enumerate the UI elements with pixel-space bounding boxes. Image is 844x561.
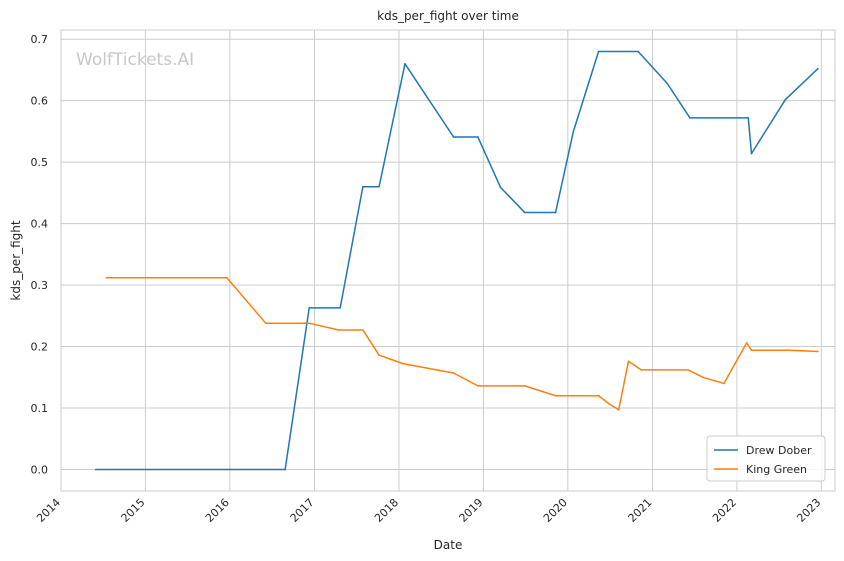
data-point — [687, 369, 690, 371]
data-point — [226, 276, 228, 279]
data-point — [572, 130, 575, 133]
x-tick-label: 2021 — [626, 496, 655, 525]
y-tick-label: 0.3 — [31, 279, 49, 292]
series-lines — [94, 50, 819, 471]
x-axis: 2014 2015 2016 2017 2018 2019 2020 2021 2022 2023 — [34, 496, 823, 525]
data-point — [747, 117, 750, 119]
data-point — [702, 376, 704, 379]
y-tick-label: 0.0 — [31, 463, 49, 476]
data-point — [627, 360, 630, 363]
legend-label: Drew Dober — [746, 444, 812, 457]
data-point — [689, 117, 691, 119]
y-tick-label: 0.5 — [31, 156, 49, 169]
x-tick-label: 2022 — [710, 496, 739, 525]
data-point — [554, 394, 557, 397]
series-king-green — [105, 276, 819, 411]
x-tick-label: 2014 — [34, 496, 63, 525]
legend-label: King Green — [746, 463, 807, 476]
data-point — [402, 362, 405, 365]
data-point — [784, 98, 787, 101]
data-point — [745, 342, 748, 344]
y-tick-label: 0.2 — [31, 341, 49, 354]
data-point — [264, 322, 267, 325]
data-point — [637, 50, 639, 53]
x-tick-label: 2019 — [457, 496, 486, 525]
data-point — [597, 394, 600, 397]
data-point — [378, 354, 380, 356]
data-point — [499, 186, 502, 189]
data-point — [362, 329, 364, 331]
x-tick-label: 2023 — [794, 496, 823, 525]
watermark: WolfTickets.AI — [76, 50, 194, 70]
x-tick-label: 2016 — [203, 496, 232, 525]
y-tick-label: 0.6 — [31, 95, 49, 108]
data-point — [597, 50, 600, 53]
chart-title: kds_per_fight over time — [377, 9, 519, 23]
data-point — [750, 349, 753, 352]
data-point — [477, 136, 479, 138]
y-tick-label: 0.4 — [31, 218, 49, 231]
data-point — [554, 211, 557, 214]
data-point — [404, 63, 406, 65]
data-point — [666, 82, 669, 85]
x-tick-label: 2017 — [288, 496, 317, 525]
x-tick-label: 2018 — [372, 496, 401, 525]
x-tick-label: 2020 — [541, 496, 570, 525]
data-point — [308, 322, 311, 325]
y-axis-title: kds_per_fight — [9, 220, 23, 301]
data-point — [94, 468, 97, 471]
data-point — [750, 152, 753, 155]
data-point — [617, 409, 620, 411]
x-tick-label: 2015 — [119, 496, 148, 525]
data-point — [817, 350, 819, 353]
legend: Drew Dober King Green — [706, 435, 826, 482]
y-tick-label: 0.1 — [31, 402, 49, 415]
data-point — [452, 136, 455, 138]
data-point — [339, 307, 342, 309]
data-point — [608, 402, 610, 405]
data-point — [284, 468, 286, 471]
y-tick-label: 0.7 — [31, 33, 49, 46]
y-axis: 0.0 0.1 0.2 0.3 0.4 0.5 0.6 0.7 — [31, 33, 49, 476]
data-point — [337, 329, 340, 331]
plot-area — [61, 30, 835, 491]
data-point — [452, 372, 455, 374]
data-point — [524, 211, 526, 214]
series-drew-dober — [94, 50, 819, 471]
data-point — [640, 369, 643, 371]
data-point — [105, 276, 108, 279]
data-point — [362, 185, 364, 188]
plot-frame — [60, 29, 836, 492]
data-point — [308, 307, 311, 309]
data-point — [787, 349, 790, 352]
data-point — [524, 385, 526, 387]
data-point — [723, 382, 725, 385]
x-axis-title: Date — [434, 538, 463, 552]
data-point — [378, 185, 380, 188]
data-point — [817, 67, 819, 70]
data-point — [477, 385, 479, 387]
series-line — [106, 276, 818, 411]
